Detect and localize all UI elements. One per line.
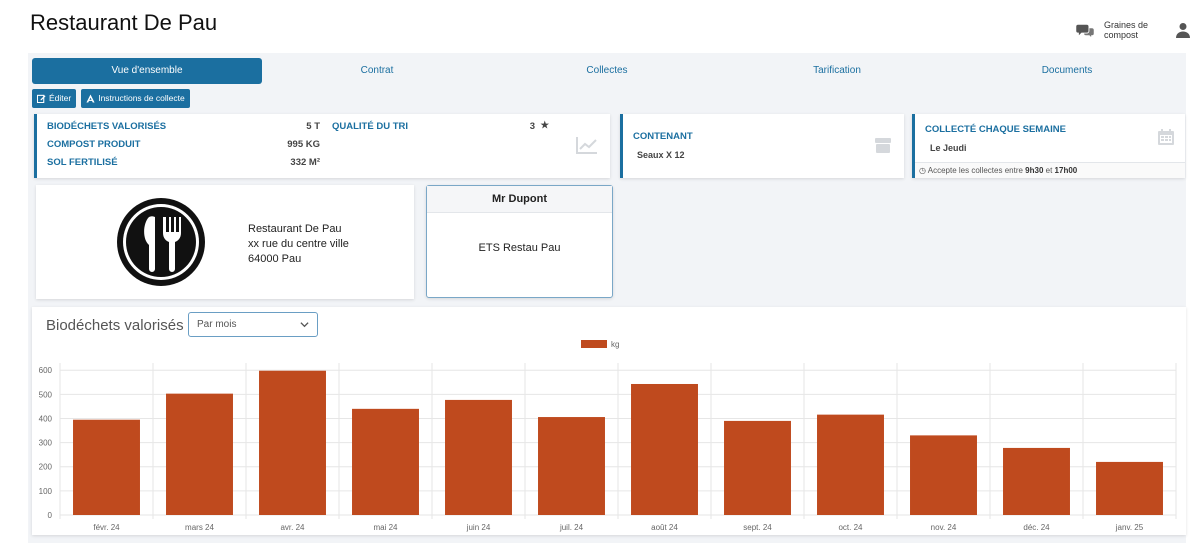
x-tick-label: déc. 24 xyxy=(1023,523,1050,532)
qualite-label: QUALITÉ DU TRI xyxy=(332,121,408,132)
x-tick-label: août 24 xyxy=(651,523,678,532)
x-tick-label: sept. 24 xyxy=(743,523,772,532)
compost-label: COMPOST PRODUIT xyxy=(47,139,141,150)
y-tick-label: 0 xyxy=(48,511,53,520)
bar xyxy=(724,420,791,515)
x-tick-label: févr. 24 xyxy=(93,523,120,532)
biodechets-label: BIODÉCHETS VALORISÉS xyxy=(47,121,167,132)
header-actions: Graines de compost xyxy=(1076,20,1190,40)
collecte-title: COLLECTÉ CHAQUE SEMAINE xyxy=(925,124,1066,135)
stats-card: BIODÉCHETS VALORISÉS 5 T COMPOST PRODUIT… xyxy=(34,114,610,178)
star-icon: ★ xyxy=(540,120,549,131)
contenant-card: CONTENANT Seaux X 12 xyxy=(620,114,904,178)
main-content: Vue d'ensemble Contrat Collectes Tarific… xyxy=(28,53,1186,543)
bar xyxy=(445,399,512,515)
legend-swatch xyxy=(581,340,607,348)
compost-value: 995 KG xyxy=(287,139,320,150)
bar-chart: kg 0 100 200 300 400 500 600 févr. 24 mars 24 avr.… xyxy=(39,340,1177,532)
x-tick-label: juil. 24 xyxy=(559,523,584,532)
x-tick-label: mai 24 xyxy=(373,523,398,532)
contact-company: ETS Restau Pau xyxy=(478,242,561,254)
hours-mid: et xyxy=(1045,166,1053,175)
period-select[interactable]: Par mois xyxy=(188,312,318,337)
instructions-button[interactable]: Instructions de collecte xyxy=(81,89,190,108)
page-title: Restaurant De Pau xyxy=(30,10,218,35)
instructions-label: Instructions de collecte xyxy=(98,93,185,103)
tab-pricing[interactable]: Tarification xyxy=(813,65,861,76)
collecte-hours: ◷ Accepte les collectes entre 9h30 et 17… xyxy=(915,162,1185,178)
y-tick-label: 500 xyxy=(39,390,53,399)
container-icon xyxy=(875,138,891,153)
address-line-2: xx rue du centre ville xyxy=(248,238,349,250)
x-tick-label: avr. 24 xyxy=(280,523,305,532)
legend-label: kg xyxy=(611,340,619,349)
restaurant-logo-icon xyxy=(117,198,205,286)
tab-documents[interactable]: Documents xyxy=(1041,65,1093,76)
hours-start: 9h30 xyxy=(1025,166,1044,175)
sol-label: SOL FERTILISÉ xyxy=(47,157,118,168)
tab-bar: Vue d'ensemble Contrat Collectes Tarific… xyxy=(32,58,1182,84)
sol-value: 332 M² xyxy=(290,157,320,168)
edit-icon xyxy=(37,94,46,103)
bar xyxy=(817,414,884,515)
period-select-value: Par mois xyxy=(197,319,237,330)
address-block: Restaurant De Pau xx rue du centre ville… xyxy=(248,222,349,267)
bar xyxy=(352,408,419,515)
hours-end: 17h00 xyxy=(1054,166,1078,175)
address-card: Restaurant De Pau xx rue du centre ville… xyxy=(36,185,414,299)
bar xyxy=(631,383,698,515)
x-tick-label: nov. 24 xyxy=(931,523,957,532)
brand-label[interactable]: Graines de compost xyxy=(1104,20,1149,40)
contenant-value: Seaux X 12 xyxy=(637,150,685,160)
y-tick-label: 300 xyxy=(39,439,53,448)
trend-chart-icon xyxy=(576,137,597,154)
y-tick-label: 400 xyxy=(39,414,53,423)
chevron-down-icon xyxy=(300,322,309,328)
x-tick-label: mars 24 xyxy=(185,523,214,532)
tab-contract[interactable]: Contrat xyxy=(360,65,394,76)
calendar-icon xyxy=(1158,129,1174,145)
x-tick-label: oct. 24 xyxy=(838,523,863,532)
contact-card: Mr Dupont ETS Restau Pau xyxy=(426,185,613,298)
y-tick-label: 200 xyxy=(39,463,53,472)
chart-title: Biodéchets valorisés xyxy=(46,317,184,334)
clock-icon: ◷ xyxy=(919,166,926,175)
address-line-3: 64000 Pau xyxy=(248,253,302,265)
x-tick-label: janv. 25 xyxy=(1115,523,1144,532)
address-line-1: Restaurant De Pau xyxy=(248,223,342,235)
bar xyxy=(166,393,233,515)
chart-card: Biodéchets valorisés Par mois kg 0 100 200 3… xyxy=(32,307,1186,535)
bar xyxy=(1003,447,1070,515)
biodechets-value: 5 T xyxy=(306,121,320,132)
instructions-icon xyxy=(86,94,95,103)
y-tick-label: 100 xyxy=(39,487,53,496)
edit-label: Éditer xyxy=(49,93,72,103)
collecte-day: Le Jeudi xyxy=(930,143,967,153)
bar xyxy=(259,370,326,515)
chat-icon[interactable] xyxy=(1076,23,1094,37)
tab-collections[interactable]: Collectes xyxy=(586,65,628,76)
contact-name: Mr Dupont xyxy=(427,186,612,213)
collecte-card: COLLECTÉ CHAQUE SEMAINE Le Jeudi ◷ Accep… xyxy=(912,114,1185,178)
x-tick-label: juin 24 xyxy=(466,523,491,532)
bar xyxy=(1096,461,1163,515)
y-tick-label: 600 xyxy=(39,366,53,375)
toolbar: Éditer Instructions de collecte xyxy=(32,89,190,108)
edit-button[interactable]: Éditer xyxy=(32,89,77,108)
bar xyxy=(538,417,605,515)
bar xyxy=(73,419,140,515)
user-icon[interactable] xyxy=(1176,22,1190,38)
bar xyxy=(910,435,977,515)
hours-prefix: Accepte les collectes entre xyxy=(927,166,1023,175)
contenant-title: CONTENANT xyxy=(633,131,693,142)
tab-overview[interactable]: Vue d'ensemble xyxy=(32,58,262,84)
qualite-value: 3 xyxy=(529,121,535,132)
